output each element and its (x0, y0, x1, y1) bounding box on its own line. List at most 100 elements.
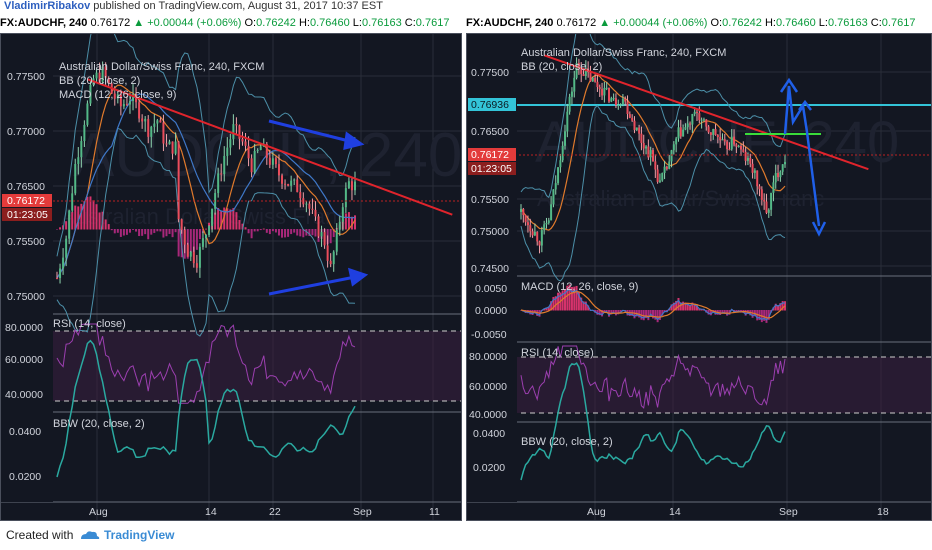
right-high: 0.76460 (775, 17, 816, 29)
candle-body (107, 77, 110, 84)
macd-bar (305, 229, 308, 236)
footer: Created with TradingView (0, 520, 932, 550)
created-with-text: Created with (6, 528, 74, 542)
right-chart-area[interactable]: AUDCHF, 240 Australian Dollar/Swiss Fran… (466, 18, 932, 521)
candle-body (284, 183, 287, 185)
candle-body (605, 87, 608, 89)
right-price-axis-bg (467, 34, 517, 502)
left-axis-4: 0.75500 (7, 236, 45, 248)
macd-bar (656, 310, 659, 323)
right-price-tag-bg (468, 148, 516, 161)
candle-body (293, 179, 296, 181)
author-link[interactable]: VladimirRibakov (4, 0, 91, 12)
right-time-14: 14 (669, 506, 681, 518)
candle-body (645, 146, 648, 149)
macd-bar (570, 286, 573, 311)
macd-bar (744, 310, 747, 316)
macd-bar (59, 227, 62, 230)
macd-bar (195, 229, 198, 250)
candle-body (174, 141, 177, 154)
macd-bar (214, 212, 217, 230)
left-price-axis-bg (1, 34, 53, 502)
candle-body (670, 150, 673, 162)
candle-body (162, 122, 165, 144)
candle-body (141, 118, 144, 122)
left-trendline[interactable] (87, 78, 453, 216)
candle-body (341, 207, 344, 222)
candle-body (314, 209, 317, 217)
candle-body (520, 208, 522, 212)
macd-bar (116, 229, 119, 233)
candle-body (675, 138, 678, 145)
candle-body (719, 137, 722, 141)
candle-body (241, 138, 244, 142)
macd-bar (784, 301, 786, 311)
right-level-tag: 0.76936 (471, 99, 509, 111)
candle-body (354, 181, 356, 191)
candle-body (774, 172, 777, 183)
candle-body (59, 268, 62, 279)
right-rsi-line (520, 345, 786, 409)
macd-bar (647, 310, 650, 321)
right-chart-svg[interactable]: AUDCHF, 240 Australian Dollar/Swiss Fran… (467, 18, 931, 520)
left-chart-panel: FX:AUDCHF, 240 0.76172 ▲ +0.00044 (+0.06… (0, 10, 462, 521)
candle-body (320, 232, 323, 237)
candle-body (122, 104, 125, 107)
candle-body (302, 198, 305, 205)
left-macd-histogram (56, 196, 356, 259)
macd-bar (171, 229, 174, 238)
right-watermark: AUDCHF, 240 (535, 110, 899, 175)
candle-body (638, 127, 641, 134)
macd-bar (287, 229, 290, 237)
left-rsi-axis-0: 80.0000 (5, 322, 43, 334)
candle-body (557, 167, 560, 184)
macd-bar (672, 302, 675, 311)
macd-bar (110, 229, 113, 231)
candle-body (744, 151, 747, 161)
candle-body (183, 229, 186, 245)
macd-bar (65, 221, 68, 230)
right-timer: 01:23:05 (471, 163, 512, 175)
candle-body (596, 81, 599, 88)
candle-body (746, 158, 749, 161)
candle-body (714, 129, 717, 135)
candle-body (95, 72, 98, 79)
macd-bar (274, 229, 277, 233)
candle-body (661, 172, 664, 181)
macd-bar (545, 307, 548, 311)
right-trendline[interactable] (543, 54, 869, 171)
candle-body (119, 94, 122, 107)
left-bbw-axis-1: 0.0200 (9, 471, 41, 483)
candle-body (214, 193, 217, 209)
macd-bar (83, 201, 86, 230)
h-label: H: (764, 17, 776, 29)
macd-bar (174, 229, 177, 233)
candle-body (559, 160, 562, 168)
left-time-11: 11 (429, 506, 440, 518)
macd-bar (244, 227, 247, 230)
macd-bar (259, 229, 262, 231)
candle-body (71, 193, 74, 211)
candle-body (192, 251, 195, 264)
candle-body (522, 208, 525, 216)
right-legend-bb: BB (20, close, 2) (521, 61, 602, 73)
macd-bar (86, 196, 89, 230)
candle-body (229, 139, 232, 148)
candle-body (614, 98, 617, 106)
macd-bar (74, 205, 77, 230)
macd-bar (682, 301, 685, 311)
candle-body (168, 141, 171, 145)
left-timer-bg (2, 208, 52, 221)
tradingview-brand[interactable]: TradingView (104, 528, 175, 542)
macd-bar (693, 303, 696, 311)
candle-body (208, 225, 211, 235)
candle-body (344, 188, 347, 208)
left-chart-svg[interactable]: AUDCHF, 240 Australian Dollar/Swiss Fran… (1, 10, 462, 520)
left-converging-arrows[interactable] (268, 119, 369, 296)
left-rsi-axis-2: 40.0000 (5, 389, 43, 401)
left-chart-area[interactable]: AUDCHF, 240 Australian Dollar/Swiss Fran… (0, 10, 462, 521)
candle-body (335, 229, 338, 252)
candle-body (547, 220, 550, 223)
candle-body (104, 66, 107, 78)
right-projection-arrows[interactable] (779, 77, 827, 237)
